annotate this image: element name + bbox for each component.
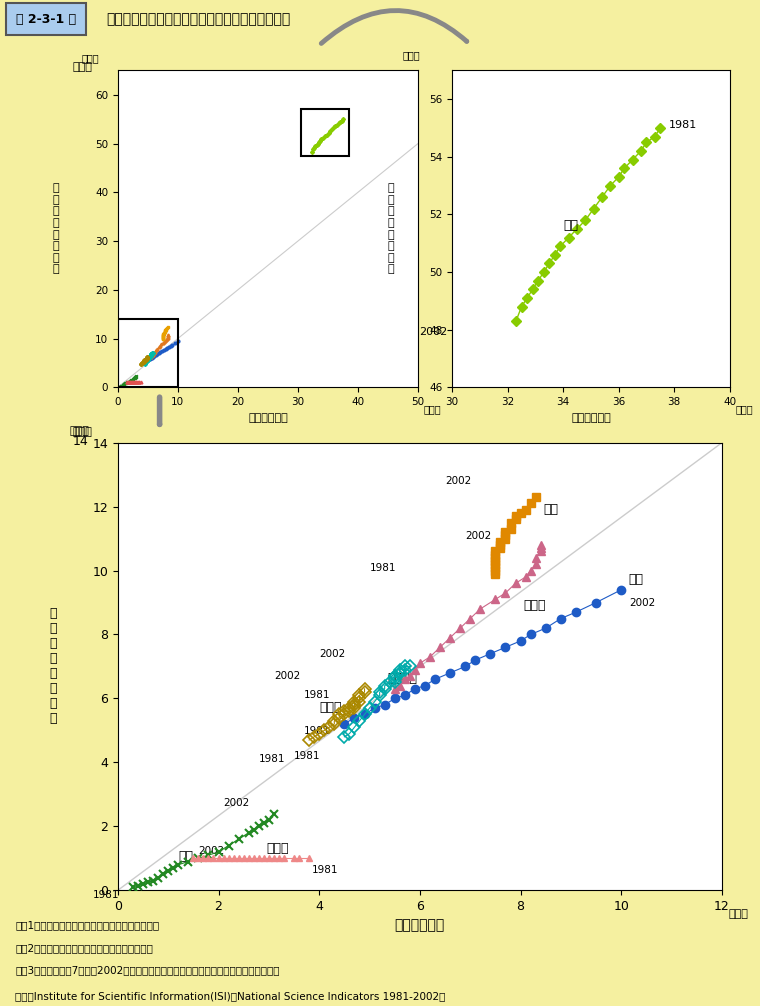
Text: フランス: フランス (387, 672, 417, 685)
Text: （％）: （％） (402, 49, 420, 59)
Text: 14: 14 (72, 435, 88, 448)
Text: 1981: 1981 (304, 725, 331, 735)
Text: 2002: 2002 (198, 845, 225, 855)
Text: （％）: （％） (735, 404, 752, 414)
Text: 資料：Institute for Scientific Information(ISI)「National Science Indicators 1981-20: 資料：Institute for Scientific Information(… (15, 991, 445, 1001)
Text: 1981: 1981 (304, 690, 331, 700)
FancyBboxPatch shape (6, 3, 86, 35)
Y-axis label: 被
引
用
回
数
占
有
率: 被 引 用 回 数 占 有 率 (387, 183, 394, 275)
Text: 主要国の論文数占有率と被引用回数占有率の推移: 主要国の論文数占有率と被引用回数占有率の推移 (106, 12, 290, 26)
Y-axis label: 被
引
用
回
数
占
有
率: 被 引 用 回 数 占 有 率 (52, 183, 59, 275)
Text: 米国: 米国 (563, 219, 578, 231)
Text: 1981: 1981 (258, 754, 285, 765)
Text: 3．表中には、7か国の2002年データから最小自乗法で得られた直線を引いている。: 3．表中には、7か国の2002年データから最小自乗法で得られた直線を引いている。 (15, 965, 280, 975)
Y-axis label: 被
引
用
回
数
占
有
率: 被 引 用 回 数 占 有 率 (49, 608, 57, 725)
Text: 2002: 2002 (274, 671, 300, 681)
Text: 日本: 日本 (629, 573, 644, 586)
X-axis label: 論文数占有率: 論文数占有率 (571, 412, 611, 423)
Text: 1981: 1981 (369, 562, 396, 572)
Text: （％）: （％） (69, 426, 90, 436)
Text: （％）: （％） (72, 62, 92, 72)
Text: ドイツ: ドイツ (523, 599, 546, 612)
Bar (118, 319, 178, 387)
Text: 1981: 1981 (312, 865, 338, 875)
X-axis label: 論文数占有率: 論文数占有率 (394, 918, 445, 933)
Text: （％）: （％） (424, 404, 442, 414)
Text: （％）: （％） (72, 427, 92, 437)
Text: 第 2-3-1 図: 第 2-3-1 図 (15, 13, 76, 25)
Text: 中国: 中国 (178, 850, 193, 863)
Text: 1981: 1981 (669, 120, 697, 130)
X-axis label: 論文数占有率: 論文数占有率 (248, 412, 288, 423)
Text: 注）1．ロシアの数値は旧ソ連の値を含んでいる。: 注）1．ロシアの数値は旧ソ連の値を含んでいる。 (15, 919, 160, 930)
Text: 2002: 2002 (223, 798, 250, 808)
Text: 英国: 英国 (543, 503, 559, 516)
Text: ロシア: ロシア (266, 842, 289, 855)
Text: 2．ドイツの数値は旧東ドイツの値を含む。: 2．ドイツの数値は旧東ドイツの値を含む。 (15, 943, 153, 953)
Text: （％）: （％） (728, 909, 748, 919)
Text: 1981: 1981 (93, 890, 119, 900)
Text: （％）: （％） (82, 53, 100, 63)
Text: 2002: 2002 (465, 530, 492, 540)
Bar (301, 110, 349, 156)
Text: 1981: 1981 (294, 751, 321, 762)
Text: 2002: 2002 (445, 476, 471, 486)
Text: 2002: 2002 (419, 328, 447, 337)
Text: 2002: 2002 (629, 598, 655, 608)
Text: カナダ: カナダ (319, 701, 342, 714)
Text: 2002: 2002 (319, 649, 346, 659)
